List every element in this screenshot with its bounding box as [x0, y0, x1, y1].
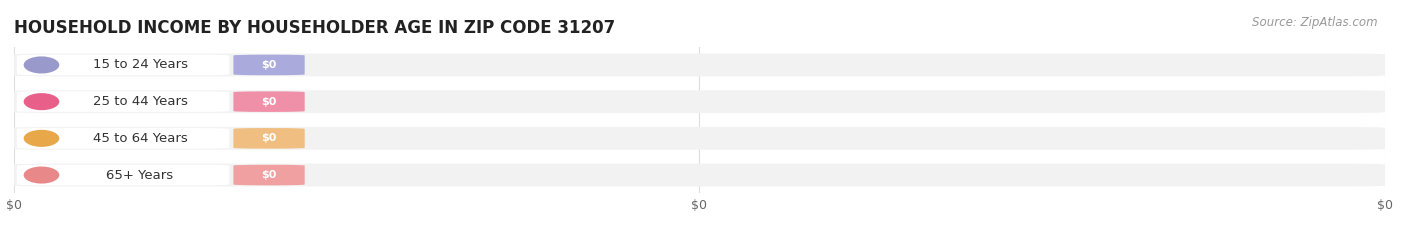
FancyBboxPatch shape: [17, 128, 229, 149]
Text: 45 to 64 Years: 45 to 64 Years: [93, 132, 187, 145]
Text: $0: $0: [262, 170, 277, 180]
Text: 25 to 44 Years: 25 to 44 Years: [93, 95, 187, 108]
Text: 15 to 24 Years: 15 to 24 Years: [93, 58, 187, 72]
FancyBboxPatch shape: [233, 55, 305, 75]
Ellipse shape: [24, 167, 59, 184]
Text: $0: $0: [262, 97, 277, 107]
Ellipse shape: [24, 130, 59, 147]
FancyBboxPatch shape: [233, 91, 305, 112]
Text: $0: $0: [262, 133, 277, 143]
FancyBboxPatch shape: [17, 165, 229, 185]
FancyBboxPatch shape: [14, 90, 1385, 113]
Text: 65+ Years: 65+ Years: [107, 168, 173, 182]
Ellipse shape: [24, 93, 59, 110]
FancyBboxPatch shape: [17, 55, 229, 75]
FancyBboxPatch shape: [233, 128, 305, 149]
FancyBboxPatch shape: [17, 91, 229, 112]
Ellipse shape: [24, 56, 59, 73]
Text: HOUSEHOLD INCOME BY HOUSEHOLDER AGE IN ZIP CODE 31207: HOUSEHOLD INCOME BY HOUSEHOLDER AGE IN Z…: [14, 19, 616, 37]
Text: $0: $0: [262, 60, 277, 70]
FancyBboxPatch shape: [14, 127, 1385, 150]
Text: Source: ZipAtlas.com: Source: ZipAtlas.com: [1253, 16, 1378, 29]
FancyBboxPatch shape: [14, 164, 1385, 186]
FancyBboxPatch shape: [233, 165, 305, 185]
FancyBboxPatch shape: [14, 54, 1385, 76]
